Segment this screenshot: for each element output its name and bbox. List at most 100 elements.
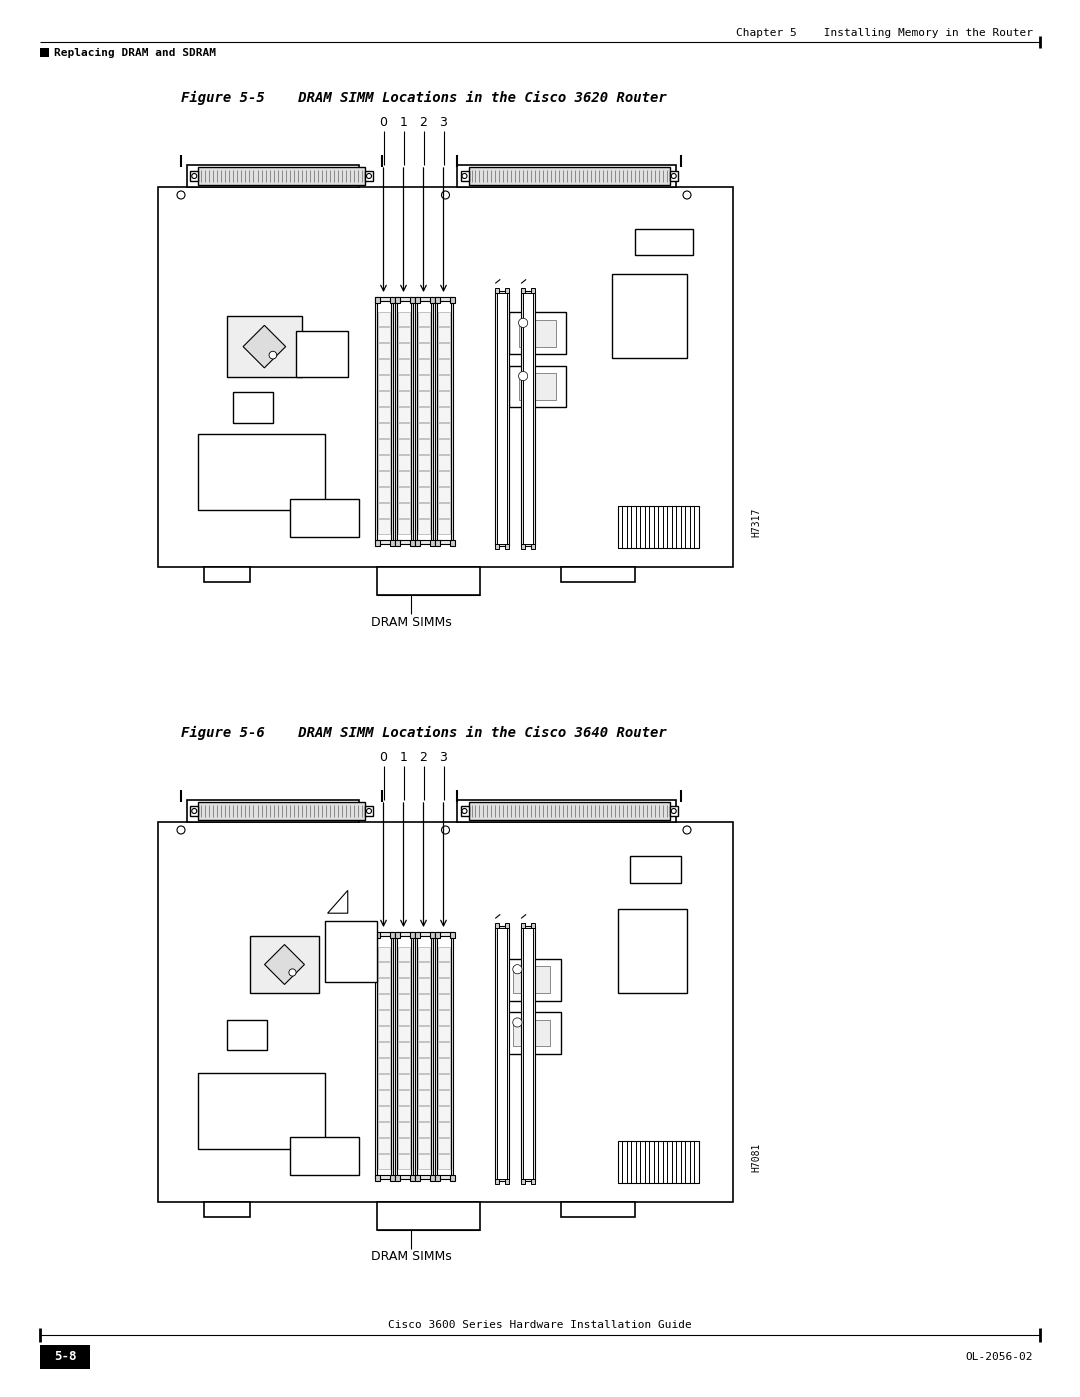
Bar	[418, 1010, 430, 1025]
Bar	[394, 1175, 400, 1182]
Bar	[496, 292, 510, 546]
Bar	[396, 300, 410, 541]
Bar	[418, 471, 430, 486]
Bar	[496, 288, 499, 293]
Bar	[437, 359, 449, 374]
Circle shape	[177, 191, 185, 198]
Circle shape	[192, 809, 197, 813]
Bar	[418, 1058, 430, 1073]
Bar	[505, 923, 510, 929]
Bar	[365, 806, 373, 816]
Bar	[378, 963, 390, 978]
Polygon shape	[327, 890, 348, 914]
Bar	[397, 1074, 409, 1090]
Bar	[394, 298, 413, 545]
Bar	[434, 1175, 440, 1182]
Bar	[415, 932, 432, 1179]
Text: Chapter 5    Installing Memory in the Router: Chapter 5 Installing Memory in the Route…	[735, 28, 1032, 38]
Bar	[378, 471, 390, 486]
Bar	[503, 958, 561, 1000]
Bar	[378, 1154, 390, 1169]
Bar	[496, 545, 499, 549]
Bar	[378, 488, 390, 502]
Bar	[618, 506, 699, 548]
Bar	[436, 300, 450, 541]
Bar	[505, 1179, 510, 1185]
Bar	[457, 165, 675, 187]
Bar	[430, 298, 434, 303]
Bar	[378, 1010, 390, 1025]
Bar	[418, 518, 430, 534]
Text: Replacing DRAM and SDRAM: Replacing DRAM and SDRAM	[54, 47, 216, 59]
Bar	[509, 313, 566, 355]
Bar	[187, 165, 360, 187]
Circle shape	[442, 191, 449, 198]
Bar	[378, 1074, 390, 1090]
Bar	[437, 1010, 449, 1025]
Text: DRAM SIMMs: DRAM SIMMs	[370, 1250, 451, 1263]
Bar	[415, 1175, 419, 1182]
Bar	[199, 168, 365, 184]
Bar	[409, 541, 415, 546]
Circle shape	[177, 826, 185, 834]
Bar	[397, 1027, 409, 1041]
Bar	[397, 1090, 409, 1105]
Text: 1: 1	[400, 752, 407, 764]
Bar	[158, 821, 733, 1201]
Text: 2: 2	[419, 116, 428, 129]
Polygon shape	[265, 944, 305, 985]
Bar	[522, 292, 535, 546]
Bar	[618, 909, 687, 993]
Circle shape	[518, 372, 528, 380]
Bar	[397, 947, 409, 961]
Bar	[612, 274, 687, 358]
Bar	[497, 293, 508, 545]
Bar	[394, 541, 400, 546]
Bar	[378, 439, 390, 454]
Bar	[418, 1106, 430, 1120]
Bar	[397, 488, 409, 502]
Bar	[496, 1179, 499, 1185]
Bar	[377, 1201, 480, 1229]
Bar	[417, 936, 431, 1175]
Bar	[437, 376, 449, 390]
Bar	[378, 327, 390, 342]
Bar	[378, 312, 390, 327]
Bar	[430, 1175, 434, 1182]
Circle shape	[288, 970, 296, 977]
Bar	[561, 1201, 635, 1217]
Bar	[378, 503, 390, 518]
Bar	[437, 1027, 449, 1041]
Bar	[418, 312, 430, 327]
Bar	[430, 541, 434, 546]
Bar	[378, 1042, 390, 1058]
Bar	[449, 541, 455, 546]
Bar	[437, 1090, 449, 1105]
Bar	[233, 393, 273, 423]
Bar	[378, 978, 390, 993]
Bar	[415, 298, 432, 545]
Bar	[325, 921, 377, 982]
Bar	[437, 1058, 449, 1073]
Bar	[397, 455, 409, 469]
Bar	[618, 1141, 699, 1183]
Bar	[415, 932, 419, 937]
Bar	[397, 391, 409, 407]
Circle shape	[683, 826, 691, 834]
Bar	[531, 923, 535, 929]
Bar	[505, 288, 510, 293]
Bar	[378, 407, 390, 422]
Bar	[390, 1175, 394, 1182]
Circle shape	[269, 351, 276, 359]
Polygon shape	[243, 326, 285, 367]
Circle shape	[683, 191, 691, 198]
Bar	[199, 1073, 325, 1148]
Bar	[437, 1106, 449, 1120]
Bar	[437, 1137, 449, 1153]
Bar	[635, 229, 692, 256]
Bar	[519, 373, 556, 400]
Bar	[437, 455, 449, 469]
Bar	[409, 298, 415, 303]
Bar	[397, 423, 409, 439]
Bar	[531, 288, 535, 293]
